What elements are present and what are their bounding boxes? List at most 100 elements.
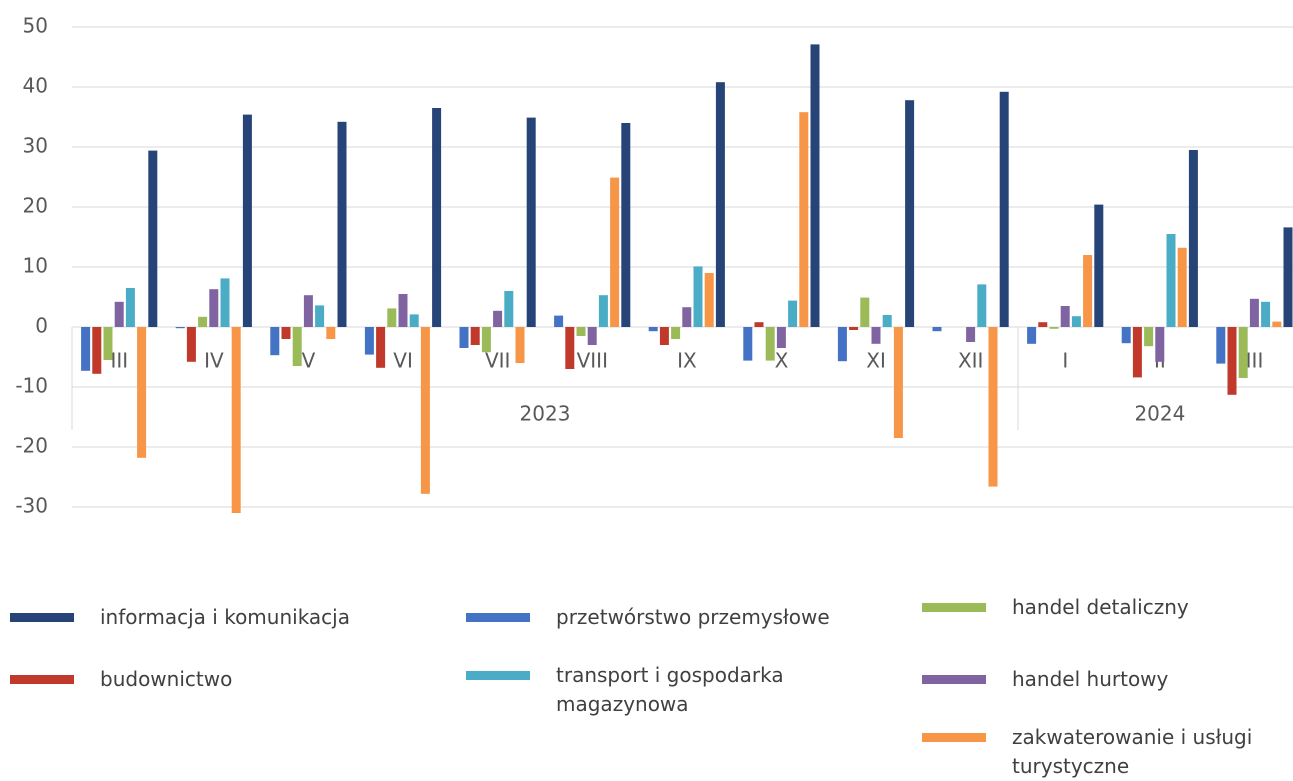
bar <box>432 108 442 327</box>
bar <box>481 327 491 353</box>
y-tick-label: -30 <box>15 494 48 518</box>
x-tick-label: VII <box>485 349 510 373</box>
bar <box>659 327 669 345</box>
bar <box>137 327 147 458</box>
chart: -30 -20 -10 0 10 20 30 40 50 III IV V VI VII VIII IX X XI… <box>15 14 1293 518</box>
bar <box>114 301 124 327</box>
bar <box>125 288 135 327</box>
x-tick-label: VI <box>393 349 413 373</box>
bar <box>1049 327 1059 329</box>
x-group-label: 2023 <box>520 402 571 426</box>
bar <box>799 112 809 327</box>
bar <box>1272 321 1282 327</box>
bar <box>1027 327 1037 344</box>
bar <box>693 266 703 327</box>
bar <box>576 327 586 336</box>
bar <box>148 150 158 327</box>
legend-swatch <box>466 613 530 622</box>
bar <box>648 327 658 332</box>
bar <box>281 327 291 339</box>
bar <box>1038 322 1048 327</box>
bar <box>1249 298 1259 327</box>
y-tick-label: -20 <box>15 434 48 458</box>
x-tick-label: V <box>302 349 316 373</box>
x-tick-label: IX <box>677 349 697 373</box>
bar <box>565 327 575 369</box>
bar <box>1216 327 1226 364</box>
bar <box>220 278 230 327</box>
bar <box>776 327 786 348</box>
bar <box>1166 234 1176 327</box>
bar <box>493 310 503 327</box>
bar <box>587 327 597 345</box>
bar <box>610 177 620 327</box>
bar <box>788 300 798 327</box>
bar <box>409 314 419 327</box>
bar <box>932 327 942 332</box>
legend-item: zakwaterowanie i usługi turystyczne <box>922 723 1293 781</box>
bar <box>92 327 102 374</box>
x-tick-label: XII <box>958 349 984 373</box>
bar <box>270 327 280 356</box>
bar <box>882 315 892 327</box>
x-tick-label: III <box>1246 349 1264 373</box>
bar <box>1238 327 1248 378</box>
legend-swatch <box>922 603 986 612</box>
bar <box>175 327 185 329</box>
bar <box>966 327 976 342</box>
x-tick-label: X <box>775 349 789 373</box>
y-tick-label: 30 <box>23 134 48 158</box>
bar <box>849 327 859 330</box>
legend-label: handel hurtowy <box>1012 667 1169 691</box>
bar <box>715 82 725 327</box>
bar <box>326 327 336 339</box>
bar <box>743 327 753 361</box>
legend-item: handel detaliczny <box>922 593 1293 622</box>
legend-swatch <box>922 675 986 684</box>
bar <box>376 327 386 368</box>
bar <box>292 327 302 366</box>
bar <box>1177 247 1187 327</box>
bar <box>515 327 525 363</box>
bar <box>242 114 252 327</box>
bar <box>1121 327 1131 344</box>
legend-swatch <box>466 671 530 680</box>
bar <box>1144 327 1154 347</box>
bar <box>526 117 536 327</box>
bar <box>1071 316 1081 327</box>
x-group-label: 2024 <box>1134 402 1185 426</box>
bar <box>81 327 91 371</box>
legend-item: handel hurtowy <box>922 665 1293 694</box>
legend-label: transport i gospodarka magazynowa <box>556 663 784 716</box>
legend-item: informacja i komunikacja <box>10 603 430 632</box>
y-tick-label: 20 <box>23 194 48 218</box>
bar <box>470 327 480 345</box>
legend-swatch <box>10 675 74 684</box>
bar <box>103 327 113 360</box>
bar <box>1155 327 1165 362</box>
bar <box>598 295 608 327</box>
bar <box>1060 306 1070 327</box>
bar <box>1283 227 1293 327</box>
bar <box>765 327 775 361</box>
legend-item: przetwórstwo przemysłowe <box>466 603 856 632</box>
bar <box>837 327 847 362</box>
bar <box>337 121 347 327</box>
bar <box>364 327 374 355</box>
bar <box>871 327 881 344</box>
bar <box>977 284 987 327</box>
x-tick-label: VIII <box>577 349 608 373</box>
legend-item: budownictwo <box>10 665 400 694</box>
bar <box>1188 150 1198 327</box>
legend-label: zakwaterowanie i usługi turystyczne <box>1012 725 1253 778</box>
bar <box>554 315 564 327</box>
bar <box>387 308 397 327</box>
bar <box>988 327 998 487</box>
y-tick-label: 10 <box>23 254 48 278</box>
y-tick-label: 40 <box>23 74 48 98</box>
legend-swatch <box>10 613 74 622</box>
legend-label: handel detaliczny <box>1012 595 1189 619</box>
legend-label: przetwórstwo przemysłowe <box>556 605 830 629</box>
x-tick-label: III <box>110 349 128 373</box>
